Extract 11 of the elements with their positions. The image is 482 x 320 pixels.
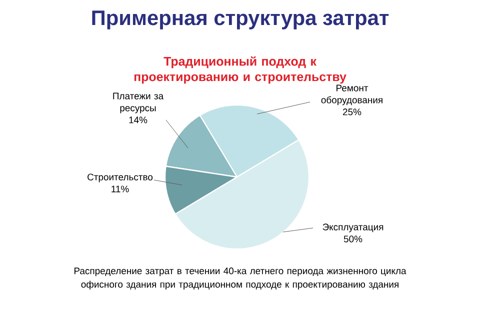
slice-label: Платежи за ресурсы — [113, 92, 164, 114]
text: Распределение затрат в течении 40-ка летнего периода жизненного цикла офисного здания при традиционном подходе к проектированию здания — [74, 268, 406, 290]
data-label: 14% — [129, 116, 148, 124]
chart-subtitle: Традиционный подход к проектированию и строительству — [134, 56, 346, 84]
data-label: 50% — [344, 236, 362, 242]
data-label: 25% — [343, 108, 362, 116]
chart-title: Примерная структура затрат — [92, 10, 389, 30]
slice-label: Ремонт оборудования — [321, 84, 382, 106]
slice-label: Строительство — [88, 174, 153, 182]
data-label: 11% — [112, 186, 129, 192]
slice-label: Эксплуатация — [322, 224, 384, 232]
